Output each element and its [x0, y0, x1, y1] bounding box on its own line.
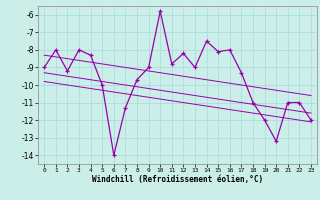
X-axis label: Windchill (Refroidissement éolien,°C): Windchill (Refroidissement éolien,°C)	[92, 175, 263, 184]
